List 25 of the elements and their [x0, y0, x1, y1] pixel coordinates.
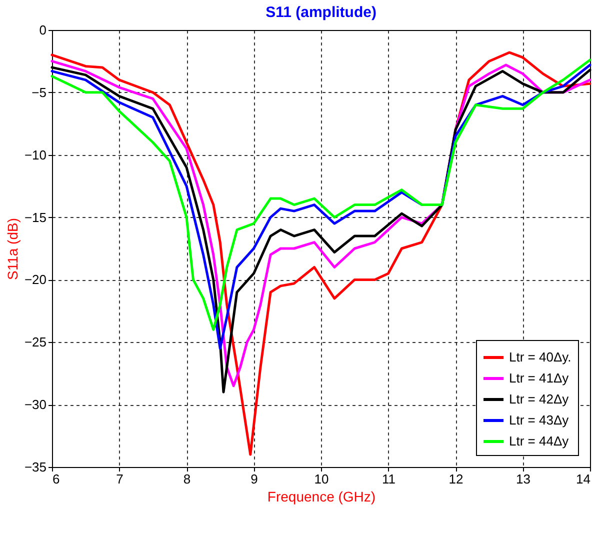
x-tick-label: 11	[382, 472, 396, 486]
x-tick-label: 8	[183, 472, 191, 486]
legend-label: Ltr = 43Δy	[509, 412, 570, 428]
y-tick-label: −30	[24, 397, 46, 412]
y-axis-title: S11a (dB)	[4, 218, 20, 280]
y-tick-label: −5	[32, 84, 46, 100]
y-tick-label: −15	[24, 210, 46, 225]
x-tick-label: 12	[448, 472, 464, 486]
legend-label: Ltr = 40Δy.	[509, 350, 572, 364]
y-tick-label: 0	[39, 22, 46, 38]
x-tick-label: 6	[52, 472, 60, 486]
legend-label: Ltr = 42Δy	[509, 392, 570, 406]
y-tick-label: −20	[24, 272, 46, 288]
legend-label: Ltr = 41Δy	[509, 370, 570, 386]
x-tick-label: 14	[576, 472, 590, 486]
y-tick-label: −25	[24, 334, 46, 350]
x-tick-label: 9	[250, 472, 258, 486]
x-tick-label: 13	[516, 472, 530, 486]
chart-title: S11 (amplitude)	[266, 4, 376, 21]
legend-label: Ltr = 44Δy	[509, 434, 570, 448]
x-tick-label: 10	[314, 472, 329, 486]
y-tick-label: −35	[24, 460, 46, 474]
x-tick-label: 7	[116, 472, 124, 486]
x-axis-title: Frequence (GHz)	[267, 488, 376, 504]
y-tick-label: −10	[24, 147, 46, 162]
